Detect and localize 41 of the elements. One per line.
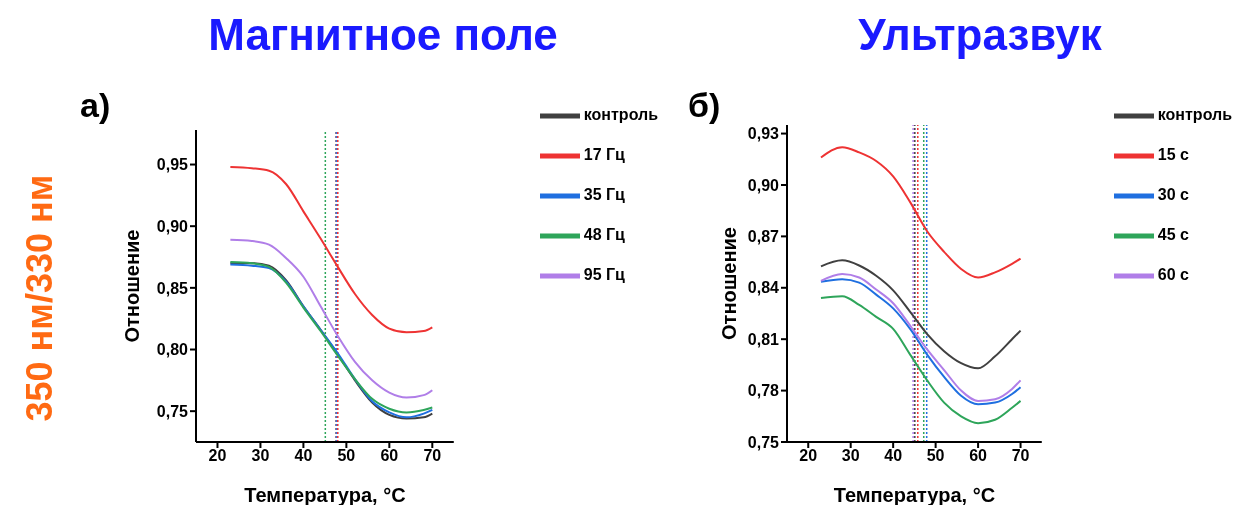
legend-label: 35 Гц	[583, 186, 625, 204]
x-tick-label: 60	[380, 447, 399, 465]
x-tick-label: 20	[799, 447, 818, 465]
text: а)	[80, 86, 111, 125]
legend-label: контроль	[1157, 106, 1232, 124]
y-axis-title: Отношение	[121, 229, 144, 343]
y-tick-label: 0,90	[156, 217, 189, 235]
x-tick-label: 50	[926, 447, 945, 465]
x-tick-label: 70	[1011, 447, 1030, 465]
legend-label: 95 Гц	[583, 266, 625, 284]
x-tick-label: 40	[294, 447, 313, 465]
legend-label: 15 с	[1157, 146, 1189, 164]
y-tick-label: 0,85	[156, 279, 189, 297]
y-tick-label: 0,75	[156, 402, 189, 420]
y-tick-label: 0,95	[156, 156, 189, 174]
chart-title: Ультразвук	[857, 10, 1103, 60]
y-tick-label: 0,90	[747, 176, 780, 194]
y-tick-label: 0,87	[747, 228, 780, 246]
chart-title: Магнитное поле	[207, 10, 559, 60]
legend-label: 60 с	[1157, 266, 1189, 284]
text: 350 нм/330 нм	[18, 173, 61, 424]
y-tick-label: 0,81	[747, 330, 780, 348]
legend-label: 45 с	[1157, 226, 1189, 244]
y-tick-label: 0,80	[156, 341, 189, 359]
x-tick-label: 30	[251, 447, 270, 465]
legend-label: 17 Гц	[583, 146, 625, 164]
x-tick-label: 30	[841, 447, 860, 465]
legend-label: 48 Гц	[583, 226, 625, 244]
x-tick-label: 60	[969, 447, 988, 465]
y-tick-label: 0,75	[747, 433, 780, 451]
y-tick-label: 0,78	[747, 382, 780, 400]
legend-label: 30 с	[1157, 186, 1189, 204]
y-tick-label: 0,93	[747, 125, 780, 143]
y-axis-title: Отношение	[718, 227, 741, 340]
x-tick-label: 50	[337, 447, 356, 465]
x-tick-label: 40	[884, 447, 903, 465]
y-tick-label: 0,84	[747, 279, 780, 297]
x-tick-label: 70	[423, 447, 442, 465]
x-tick-label: 20	[208, 447, 227, 465]
text: б)	[688, 86, 721, 125]
legend-label: контроль	[583, 106, 658, 124]
